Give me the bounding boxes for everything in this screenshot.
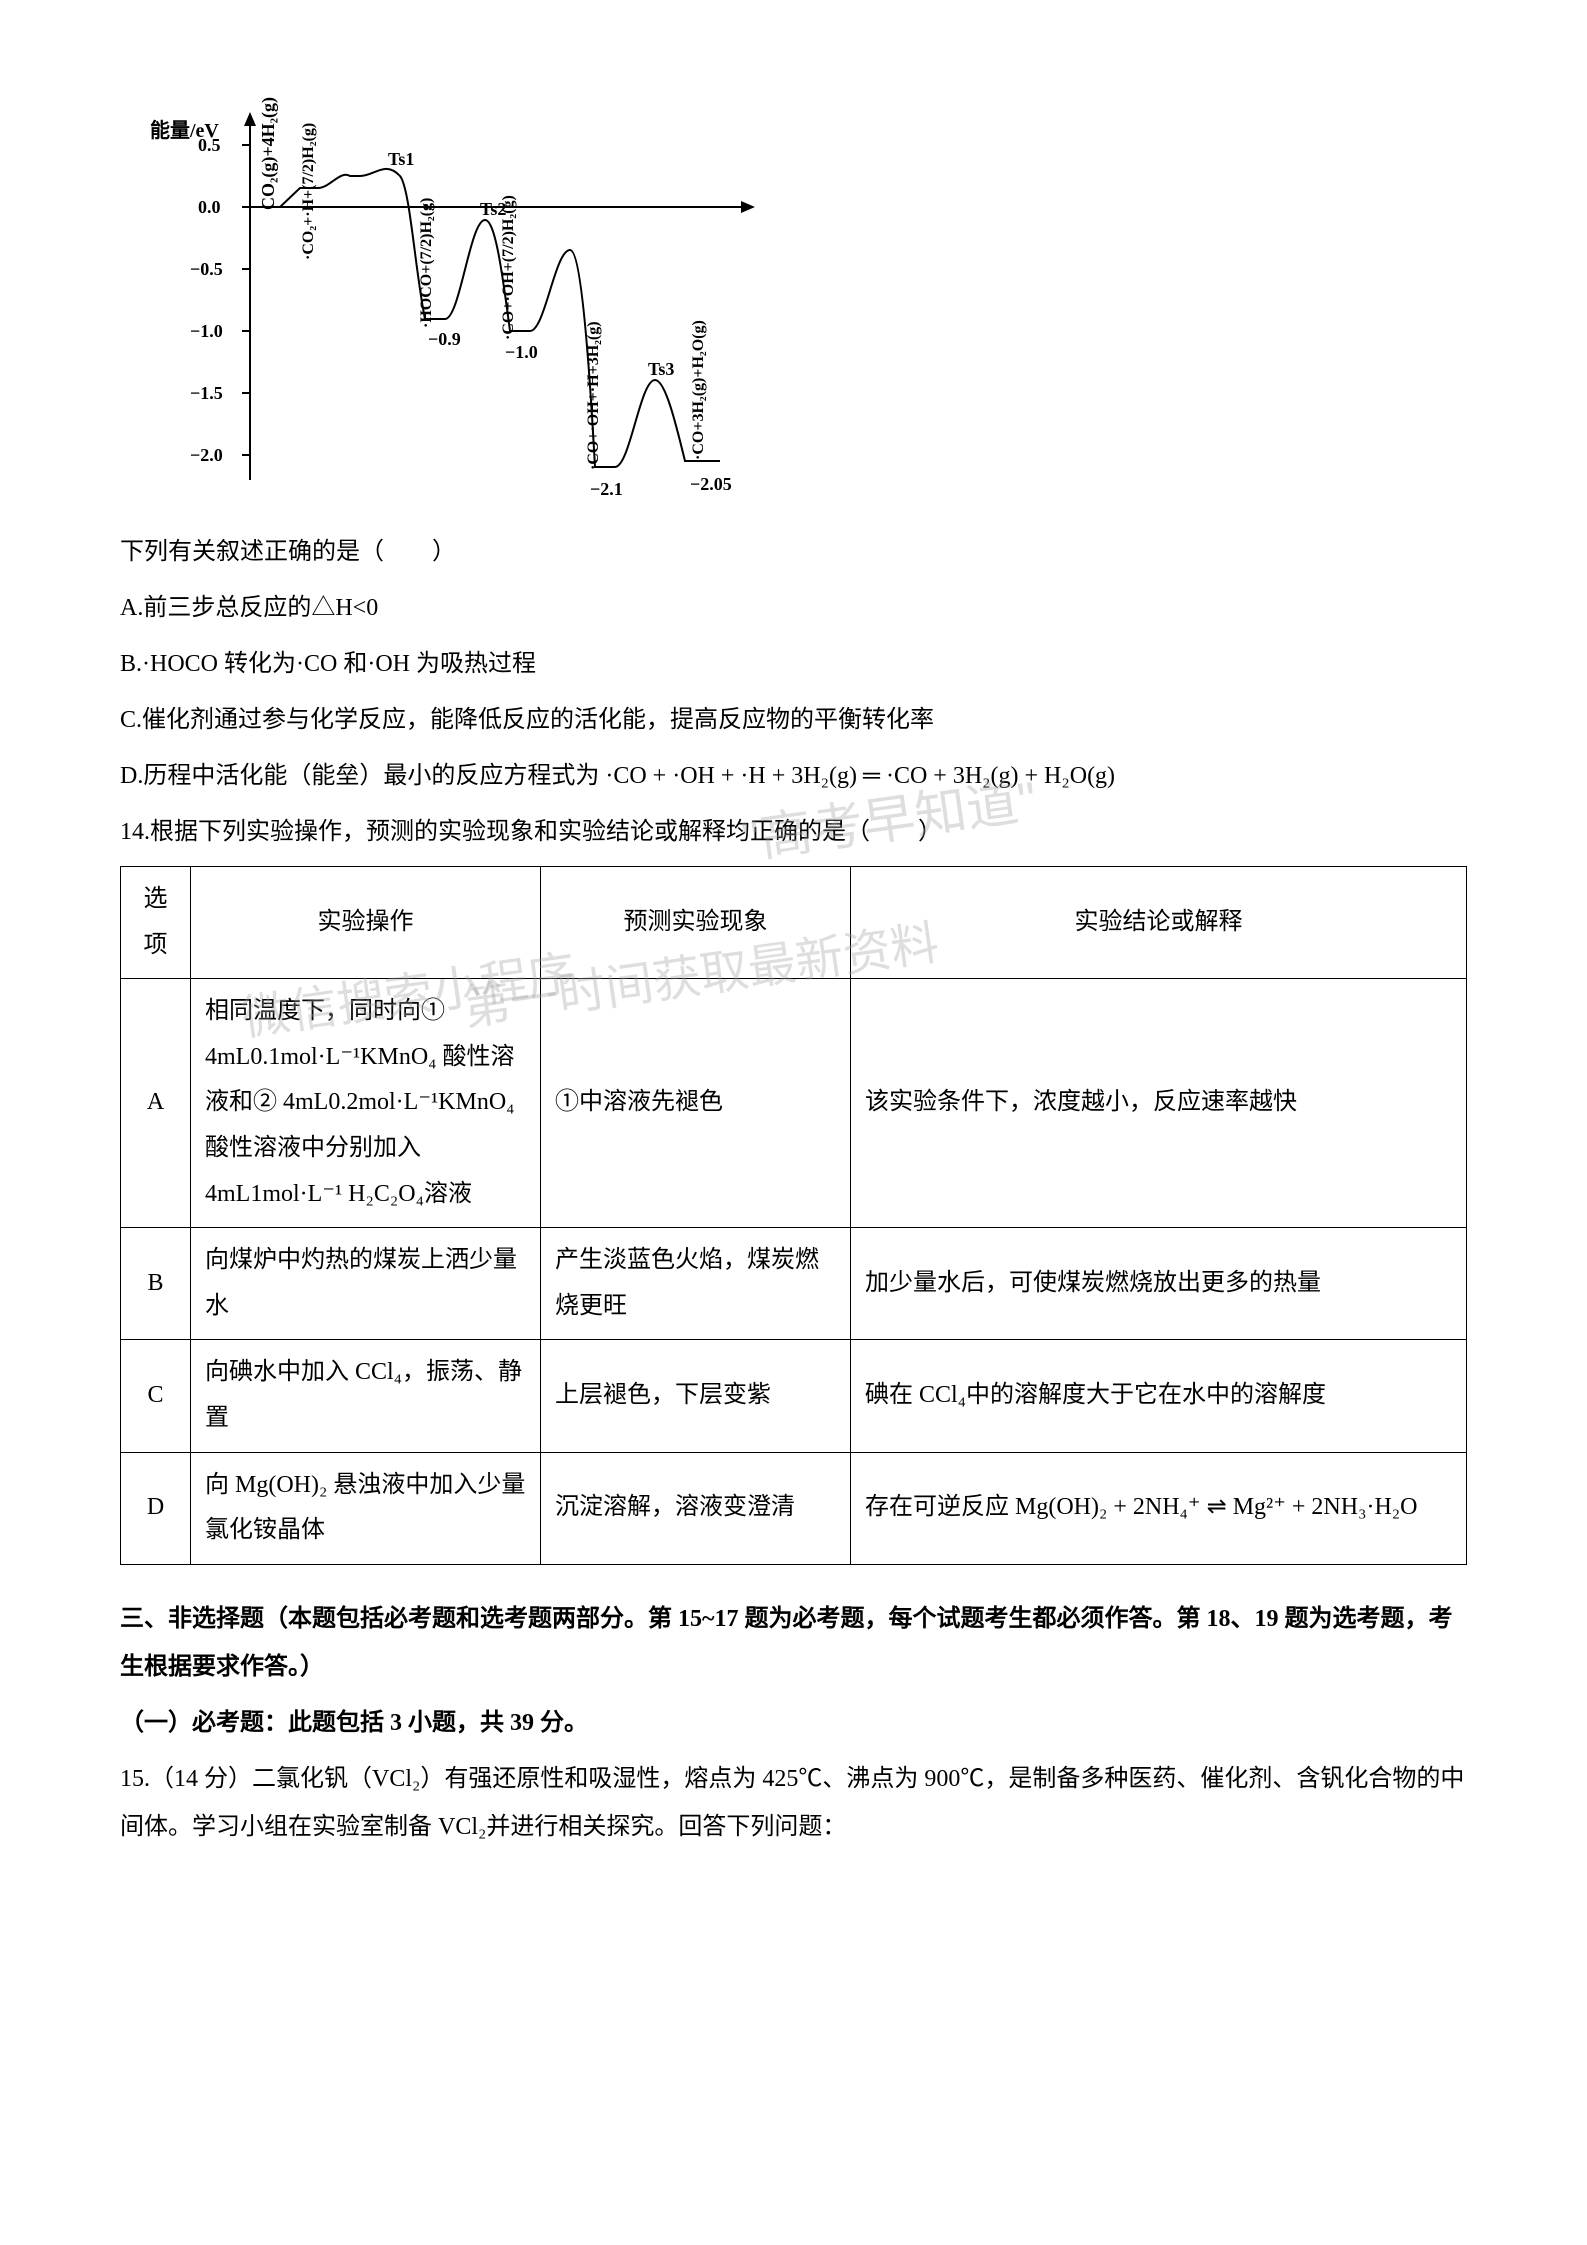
svg-text:Ts3: Ts3 bbox=[648, 359, 674, 379]
rowB-operation: 向煤炉中灼热的煤炭上洒少量水 bbox=[191, 1228, 541, 1340]
rowC-conclusion: 碘在 CCl₄中的溶解度大于它在水中的溶解度 bbox=[851, 1340, 1467, 1452]
species-4: ·CO+·OH+·H+3H₂(g) bbox=[585, 220, 603, 470]
svg-text:−2.1: −2.1 bbox=[590, 479, 623, 499]
rowC-opt: C bbox=[121, 1340, 191, 1452]
svg-text:−2.05: −2.05 bbox=[690, 474, 732, 494]
q13-optC: C.催化剂通过参与化学反应，能降低反应的活化能，提高反应物的平衡转化率 bbox=[120, 696, 1467, 744]
ytick-1: 0.0 bbox=[198, 197, 221, 218]
rowB-conclusion: 加少量水后，可使煤炭燃烧放出更多的热量 bbox=[851, 1228, 1467, 1340]
rowA-opt: A bbox=[121, 979, 191, 1228]
q13-optA: A.前三步总反应的△H<0 bbox=[120, 584, 1467, 632]
ytick-5: −2.0 bbox=[190, 445, 223, 466]
svg-text:−0.9: −0.9 bbox=[428, 329, 461, 349]
rowD-conclusion: 存在可逆反应 Mg(OH)₂ + 2NH₄⁺ ⇌ Mg²⁺ + 2NH₃·H₂O bbox=[851, 1452, 1467, 1564]
table-row: B 向煤炉中灼热的煤炭上洒少量水 产生淡蓝色火焰，煤炭燃烧更旺 加少量水后，可使… bbox=[121, 1228, 1467, 1340]
section3-heading: 三、非选择题（本题包括必考题和选考题两部分。第 15~17 题为必考题，每个试题… bbox=[120, 1595, 1467, 1691]
ytick-4: −1.5 bbox=[190, 383, 223, 404]
q15-text: 15.（14 分）二氯化钒（VCl₂）有强还原性和吸湿性，熔点为 425℃、沸点… bbox=[120, 1755, 1467, 1851]
q13-optD-eq: ·CO + ·OH + ·H + 3H₂(g) ═ ·CO + 3H₂(g) +… bbox=[605, 763, 1115, 789]
q13-stem: 下列有关叙述正确的是（ ） bbox=[120, 528, 1467, 576]
rowC-operation: 向碘水中加入 CCl₄，振荡、静置 bbox=[191, 1340, 541, 1452]
svg-text:−1.0: −1.0 bbox=[505, 342, 538, 362]
q13-optD-prefix: D.历程中活化能（能垒）最小的反应方程式为 bbox=[120, 763, 599, 789]
rowA-prediction: ①中溶液先褪色 bbox=[541, 979, 851, 1228]
energy-chart-svg: −0.9 −1.0 −2.1 −2.05 Ts1 Ts2 Ts3 bbox=[150, 100, 770, 520]
q13-optD: D.历程中活化能（能垒）最小的反应方程式为 ·CO + ·OH + ·H + 3… bbox=[120, 752, 1467, 800]
species-0: CO₂(g)+4H₂(g) bbox=[258, 80, 279, 210]
hdr-conclusion: 实验结论或解释 bbox=[851, 867, 1467, 979]
rowB-opt: B bbox=[121, 1228, 191, 1340]
species-3: ·CO+·OH+(7/2)H₂(g) bbox=[500, 140, 518, 340]
rowD-opt: D bbox=[121, 1452, 191, 1564]
hdr-opt: 选项 bbox=[121, 867, 191, 979]
rowD-operation: 向 Mg(OH)₂ 悬浊液中加入少量氯化铵晶体 bbox=[191, 1452, 541, 1564]
rowD-prediction: 沉淀溶解，溶液变澄清 bbox=[541, 1452, 851, 1564]
species-2: ·HOCO+(7/2)H₂(g) bbox=[418, 148, 436, 328]
species-5: ·CO+3H₂(g)+H₂O(g) bbox=[690, 240, 708, 460]
hdr-prediction: 预测实验现象 bbox=[541, 867, 851, 979]
rowB-prediction: 产生淡蓝色火焰，煤炭燃烧更旺 bbox=[541, 1228, 851, 1340]
rowA-operation: 相同温度下，同时向① 4mL0.1mol·L⁻¹KMnO₄ 酸性溶液和② 4mL… bbox=[191, 979, 541, 1228]
table-row: A 相同温度下，同时向① 4mL0.1mol·L⁻¹KMnO₄ 酸性溶液和② 4… bbox=[121, 979, 1467, 1228]
rowC-prediction: 上层褪色，下层变紫 bbox=[541, 1340, 851, 1452]
ytick-0: 0.5 bbox=[198, 135, 221, 156]
section3-sub1: （一）必考题：此题包括 3 小题，共 39 分。 bbox=[120, 1699, 1467, 1747]
hdr-operation: 实验操作 bbox=[191, 867, 541, 979]
table-row: D 向 Mg(OH)₂ 悬浊液中加入少量氯化铵晶体 沉淀溶解，溶液变澄清 存在可… bbox=[121, 1452, 1467, 1564]
rowA-conclusion: 该实验条件下，浓度越小，反应速率越快 bbox=[851, 979, 1467, 1228]
q14-stem: 14.根据下列实验操作，预测的实验现象和实验结论或解释均正确的是（ ） bbox=[120, 808, 1467, 856]
ytick-3: −1.0 bbox=[190, 321, 223, 342]
options-table: 选项 实验操作 预测实验现象 实验结论或解释 A 相同温度下，同时向① 4mL0… bbox=[120, 866, 1467, 1565]
table-head-row: 选项 实验操作 预测实验现象 实验结论或解释 bbox=[121, 867, 1467, 979]
q13-optB: B.·HOCO 转化为·CO 和·OH 为吸热过程 bbox=[120, 640, 1467, 688]
ytick-2: −0.5 bbox=[190, 259, 223, 280]
energy-profile-chart: −0.9 −1.0 −2.1 −2.05 Ts1 Ts2 Ts3 能量/eV 0… bbox=[150, 100, 770, 520]
species-1: ·CO₂+·H+(7/2)H₂(g) bbox=[300, 60, 318, 260]
table-row: C 向碘水中加入 CCl₄，振荡、静置 上层褪色，下层变紫 碘在 CCl₄中的溶… bbox=[121, 1340, 1467, 1452]
svg-text:Ts1: Ts1 bbox=[388, 149, 414, 169]
